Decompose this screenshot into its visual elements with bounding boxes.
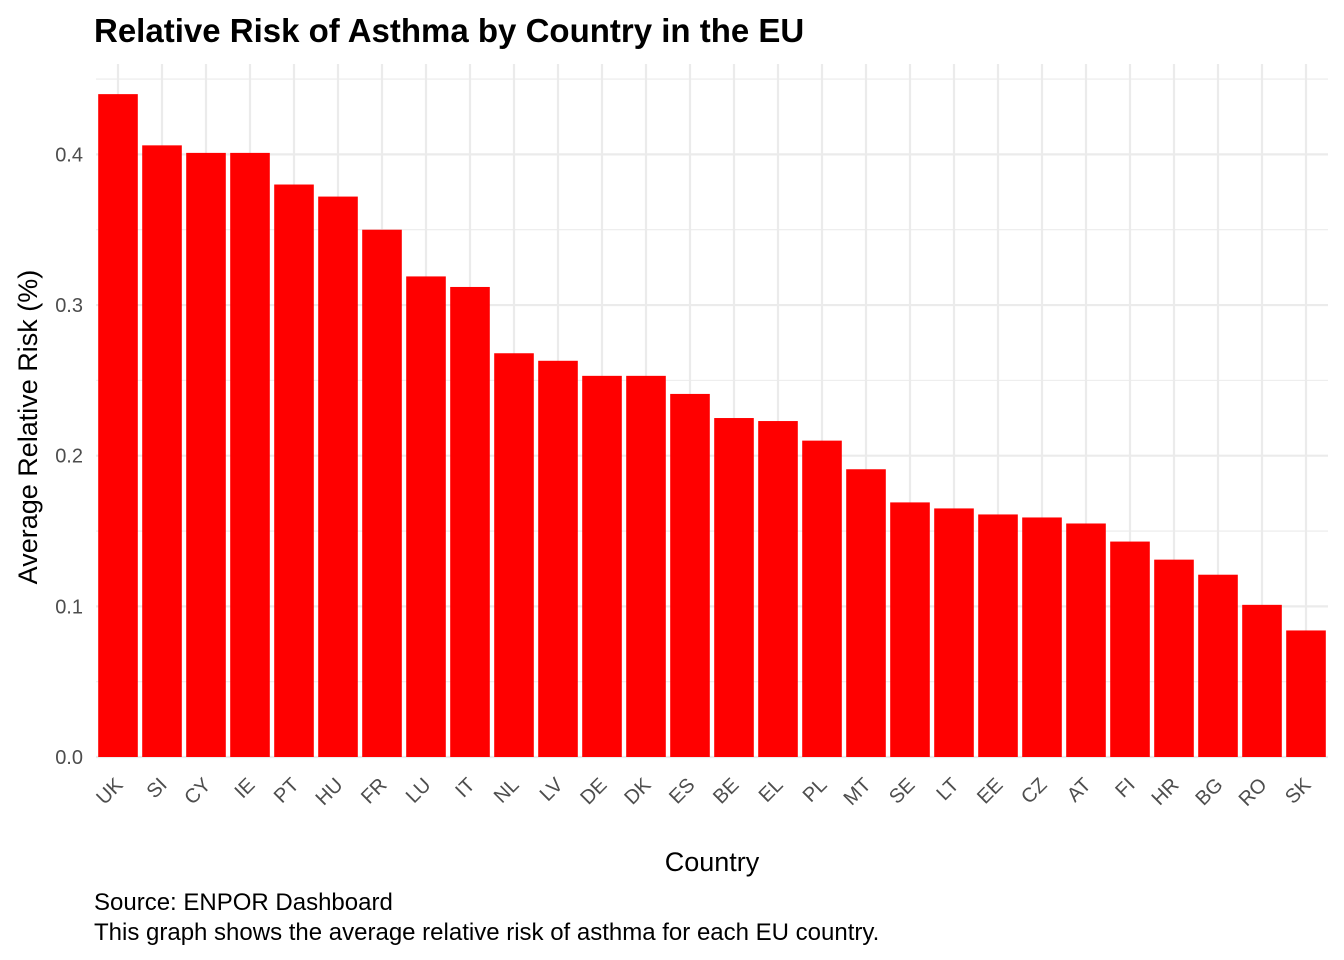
x-tick-label: FR xyxy=(357,774,391,808)
x-tick-label: DK xyxy=(620,774,656,810)
bar-el xyxy=(758,421,798,757)
x-tick-label: LU xyxy=(402,774,436,808)
x-tick-label: SK xyxy=(1281,774,1316,809)
x-tick-label: UK xyxy=(92,774,128,810)
bar-ro xyxy=(1242,604,1282,757)
bar-nl xyxy=(494,353,534,757)
bar-it xyxy=(450,286,490,757)
x-tick-label: IE xyxy=(231,774,260,803)
x-tick-label: LT xyxy=(933,774,964,805)
x-tick-label: EL xyxy=(755,774,788,807)
bar-de xyxy=(582,375,622,757)
bar-at xyxy=(1066,523,1106,757)
bar-lv xyxy=(538,360,578,757)
y-tick-label: 0.0 xyxy=(55,747,83,769)
x-tick-label: DE xyxy=(576,774,611,809)
x-tick-label: RO xyxy=(1235,774,1272,811)
x-tick-label: BG xyxy=(1192,774,1228,810)
bar-fi xyxy=(1110,541,1150,757)
x-axis-ticks: UK SI CY IE PT HU FR LU IT NL LV DE DK ES BE EL PL MT SE LT… xyxy=(92,774,1316,811)
x-tick-label: HR xyxy=(1148,774,1184,810)
x-tick-label: AT xyxy=(1063,774,1096,807)
bar-cz xyxy=(1022,517,1062,757)
x-tick-label: FI xyxy=(1111,774,1139,802)
bar-lt xyxy=(934,508,974,757)
y-tick-label: 0.2 xyxy=(55,446,83,468)
bar-se xyxy=(890,502,930,757)
x-tick-label: HU xyxy=(312,774,348,810)
bar-sk xyxy=(1286,630,1326,757)
y-tick-label: 0.3 xyxy=(55,295,83,317)
bar-fr xyxy=(362,229,402,757)
x-tick-label: CY xyxy=(180,774,215,809)
x-tick-label: EE xyxy=(973,774,1007,808)
x-tick-label: BE xyxy=(709,774,743,808)
bar-be xyxy=(714,418,754,757)
y-axis-title: Average Relative Risk (%) xyxy=(13,270,43,585)
bar-cy xyxy=(186,152,226,758)
bars xyxy=(98,94,1326,758)
y-tick-label: 0.4 xyxy=(55,144,83,166)
x-tick-label: IT xyxy=(451,774,479,802)
x-axis-title: Country xyxy=(665,847,760,877)
bar-si xyxy=(142,145,182,757)
x-tick-label: ES xyxy=(665,774,699,808)
bar-dk xyxy=(626,375,666,757)
bar-pt xyxy=(274,184,314,758)
y-axis-ticks: 0.0 0.1 0.2 0.3 0.4 xyxy=(55,144,83,769)
x-tick-label: SI xyxy=(143,774,172,803)
bar-hu xyxy=(318,196,358,757)
bar-es xyxy=(670,393,710,757)
x-tick-label: LV xyxy=(536,774,568,806)
y-tick-label: 0.1 xyxy=(55,596,83,618)
bar-ie xyxy=(230,152,270,758)
x-tick-label: MT xyxy=(840,774,876,810)
x-tick-label: PT xyxy=(270,774,304,808)
chart-title: Relative Risk of Asthma by Country in th… xyxy=(94,12,804,49)
bar-mt xyxy=(846,469,886,757)
bar-uk xyxy=(98,94,138,757)
caption-description: This graph shows the average relative ri… xyxy=(94,919,879,946)
bar-bg xyxy=(1198,574,1238,757)
caption-source: Source: ENPOR Dashboard xyxy=(94,889,393,916)
x-tick-label: PL xyxy=(799,774,832,807)
bar-ee xyxy=(978,514,1018,757)
x-tick-label: CZ xyxy=(1017,774,1051,808)
x-tick-label: SE xyxy=(885,774,919,808)
bar-pl xyxy=(802,440,842,757)
bar-lu xyxy=(406,276,446,757)
bar-hr xyxy=(1154,559,1194,757)
x-tick-label: NL xyxy=(490,774,524,808)
